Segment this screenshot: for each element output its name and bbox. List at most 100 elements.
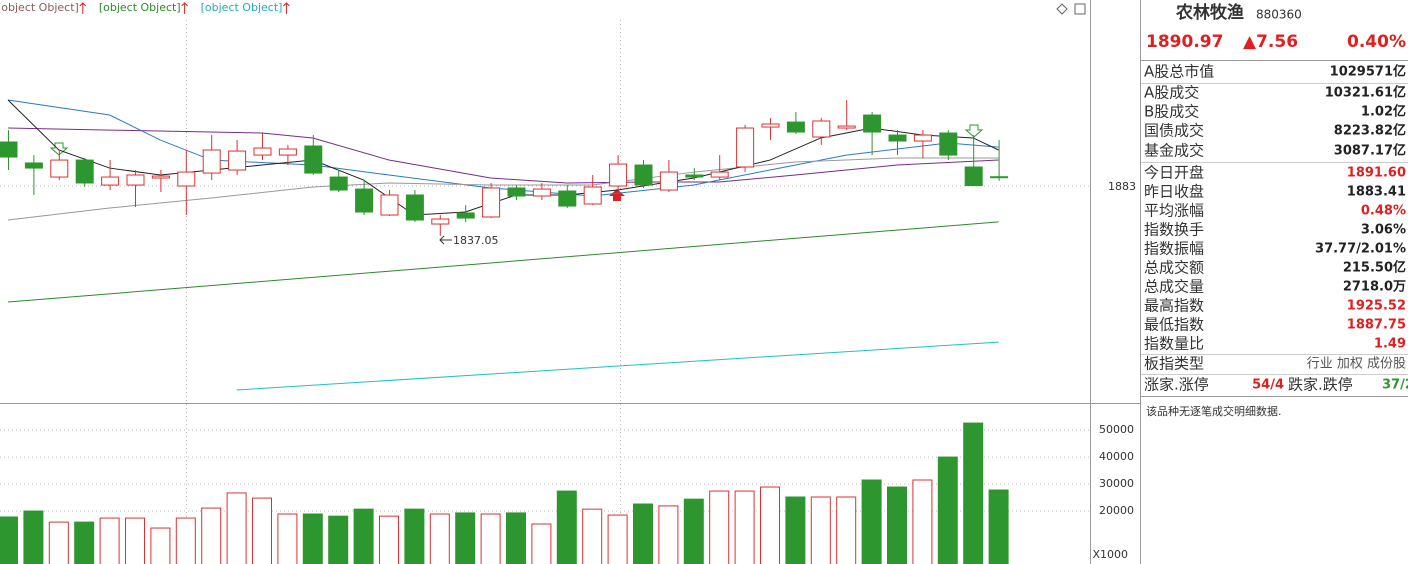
candle-body: [634, 164, 653, 186]
row-value: 1891.60: [1347, 166, 1406, 181]
volume-bar: [226, 492, 247, 564]
volume-bar: [353, 508, 374, 564]
row-label: 国债成交: [1144, 122, 1204, 140]
candle-body: [177, 171, 196, 187]
candle-body: [50, 159, 69, 178]
candle-body: [558, 190, 577, 207]
candle-body: [659, 171, 678, 191]
volume-bar: [683, 498, 704, 564]
down-count: 37/2: [1382, 378, 1408, 393]
volume-bar: [480, 513, 501, 564]
row-label: 指数量比: [1144, 335, 1204, 353]
candle-body: [837, 125, 856, 129]
y-tick-label: 30000: [1099, 477, 1134, 490]
volume-bar: [328, 515, 349, 564]
volume-bar: [937, 456, 958, 564]
volume-bar: [506, 512, 526, 564]
candle-body: [888, 134, 907, 142]
volume-bar: [429, 513, 450, 564]
volume-bar: [99, 517, 120, 564]
row-value: 行业 加权 成份股: [1307, 356, 1406, 372]
row-value: 1925.52: [1347, 299, 1406, 314]
candle-body: [532, 188, 551, 197]
candle-body: [380, 194, 399, 216]
candle-body: [964, 166, 983, 187]
row-value: 37.77/2.01%: [1315, 242, 1406, 257]
volume-bar: [963, 422, 984, 564]
volume-bar: [760, 486, 780, 564]
down-arrow-icon: [964, 124, 984, 138]
volume-bar: [607, 514, 628, 564]
row-label: B股成交: [1144, 103, 1199, 121]
volume-bar: [836, 496, 857, 564]
candle-body: [405, 194, 424, 221]
volume-bar: [810, 496, 831, 564]
row-label: A股总市值: [1144, 63, 1214, 81]
low-label: 1837.05: [453, 234, 499, 247]
row-value: 1.02亿: [1361, 104, 1406, 120]
volume-bar: [48, 521, 69, 564]
row-value: 8223.82亿: [1334, 123, 1406, 139]
volume-bar: [252, 497, 272, 564]
ma-line: [7, 99, 999, 197]
candle-body: [482, 187, 501, 218]
down-label: 跌家.跌停: [1288, 376, 1353, 394]
ma-arrow: [79, 2, 87, 14]
candle-body: [913, 134, 932, 142]
candle-body: [329, 176, 348, 191]
low-arrow: [439, 235, 452, 245]
candle-body: [202, 149, 221, 174]
y-tick-label: 40000: [1099, 450, 1134, 463]
candle-body: [456, 212, 475, 219]
volume-bar: [404, 508, 425, 564]
row-value: 10321.61亿: [1325, 85, 1406, 101]
change: ▲7.56: [1243, 32, 1298, 52]
row-value: 1883.41: [1347, 185, 1406, 200]
candle-body: [609, 163, 628, 187]
row-value: 3087.17亿: [1334, 143, 1406, 159]
candle-body: [228, 150, 247, 171]
candle-body: [990, 176, 1009, 179]
volume-bar: [23, 510, 44, 564]
volume-bar: [150, 527, 171, 564]
candle-body: [710, 171, 729, 178]
volume-unit: X1000: [1092, 548, 1128, 561]
window-icon[interactable]: [1074, 3, 1086, 15]
candle-body: [253, 147, 272, 156]
ma-arrow: [283, 2, 290, 14]
row-value: 3.06%: [1361, 223, 1406, 238]
volume-bar: [633, 503, 653, 564]
volume-bar: [912, 479, 933, 564]
ma-line: [236, 341, 999, 391]
candle-body: [736, 127, 755, 168]
index-code: 880360: [1256, 8, 1302, 22]
row-label: 总成交量: [1144, 278, 1204, 296]
change-pct: 0.40%: [1347, 32, 1406, 52]
diamond-icon[interactable]: [1056, 3, 1068, 15]
ma-arrow: [181, 2, 188, 14]
candle-body: [507, 187, 526, 197]
up-arrow-icon: [609, 189, 625, 201]
row-label: 板指类型: [1144, 355, 1204, 373]
row-value: 1029571亿: [1330, 64, 1406, 80]
row-label: 指数换手: [1144, 221, 1204, 239]
volume-bar: [175, 517, 196, 564]
candle-body: [0, 141, 18, 158]
candle-body: [24, 162, 43, 169]
row-label: 总成交额: [1144, 259, 1204, 277]
candle-body: [304, 145, 323, 174]
index-name: 农林牧渔: [1175, 2, 1244, 23]
candle-body: [685, 174, 704, 178]
volume-bar: [658, 505, 679, 564]
row-label: A股成交: [1144, 84, 1199, 102]
candle-body: [75, 159, 94, 184]
volume-bar: [0, 516, 18, 564]
volume-bar: [455, 512, 476, 564]
volume-bar: [887, 486, 907, 564]
y-tick-label: 50000: [1099, 423, 1134, 436]
candle-body: [355, 188, 374, 213]
ma-label: [object Object]: [99, 1, 181, 14]
row-value: 1.49: [1374, 337, 1406, 352]
